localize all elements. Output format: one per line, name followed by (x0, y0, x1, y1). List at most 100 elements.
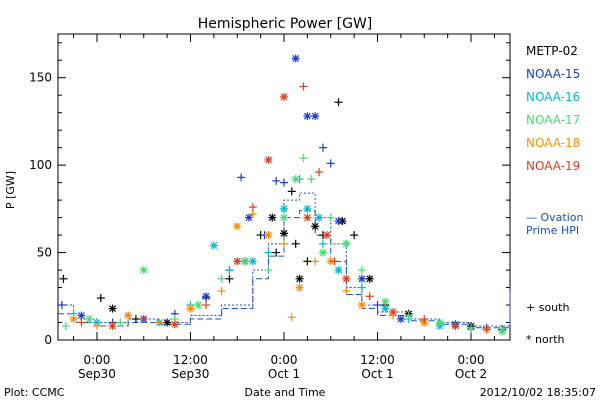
data-point (311, 222, 320, 231)
x-tick-time: 0:00 (83, 353, 110, 367)
data-point (108, 304, 117, 313)
ovation-hpi-lines (58, 192, 511, 329)
data-point (77, 311, 86, 320)
data-point (77, 318, 86, 327)
data-point (139, 266, 148, 275)
data-point (295, 283, 304, 292)
data-point (381, 297, 390, 306)
data-point (299, 82, 308, 91)
ovation-label-1: — Ovation (526, 211, 584, 224)
data-point (248, 210, 257, 219)
data-point (225, 266, 234, 275)
data-point (57, 301, 66, 310)
data-point (202, 301, 211, 310)
data-point (381, 304, 390, 313)
data-point (365, 274, 374, 283)
data-point (186, 304, 195, 313)
data-point (96, 294, 105, 303)
ovation-hpi-north (58, 192, 511, 327)
y-axis-label: P [GW] (4, 171, 17, 209)
data-point (264, 155, 273, 164)
x-tick-date: Oct 2 (455, 367, 487, 381)
data-point (318, 248, 327, 257)
data-point (435, 318, 444, 327)
legend-entry: NOAA-15 (526, 67, 580, 81)
data-point (467, 323, 476, 332)
data-point (291, 175, 300, 184)
footer-right: 2012/10/02 18:35:07 (480, 386, 596, 399)
legend-entry: METP-02 (526, 44, 578, 58)
data-point (264, 266, 273, 275)
chart-title: Hemispheric Power [GW] (198, 16, 373, 32)
data-point (244, 213, 253, 222)
data-point (318, 239, 327, 248)
data-point (139, 315, 148, 324)
data-point (268, 213, 277, 222)
footer-left: Plot: CCMC (4, 386, 65, 399)
legend-entry: NOAA-17 (526, 113, 580, 127)
data-point (303, 257, 312, 266)
data-point (350, 231, 359, 240)
data-point (334, 217, 343, 226)
data-point (248, 257, 257, 266)
y-tick-label: 50 (37, 246, 52, 260)
plot-frame (57, 33, 511, 341)
data-point (396, 315, 405, 324)
y-tick-label: 100 (29, 158, 52, 172)
data-point (315, 213, 324, 222)
data-point (202, 292, 211, 301)
data-point (217, 287, 226, 296)
data-point (365, 292, 374, 301)
data-point (209, 241, 218, 250)
data-point (272, 176, 281, 185)
data-point (373, 301, 382, 310)
data-point (280, 92, 288, 101)
data-point (69, 315, 78, 324)
data-point (342, 287, 351, 296)
data-point (280, 239, 288, 248)
ovation-label-2: Prime HPI (526, 224, 579, 237)
data-point (482, 325, 491, 334)
data-point (241, 257, 250, 266)
data-point (322, 231, 331, 240)
y-tick-label: 150 (29, 71, 52, 85)
data-point (59, 274, 68, 283)
legend-north: * north (526, 333, 565, 346)
data-point (116, 318, 125, 327)
x-tick-date: Sep30 (172, 367, 210, 381)
data-point (280, 213, 288, 222)
data-point (295, 274, 304, 283)
data-point (318, 143, 327, 152)
data-point (311, 257, 320, 266)
data-point (311, 112, 320, 121)
x-tick-time: 0:00 (458, 353, 485, 367)
data-point (303, 204, 312, 213)
data-point (451, 322, 460, 331)
data-point (299, 154, 308, 163)
data-point (420, 315, 429, 324)
data-point (307, 175, 316, 184)
data-point (272, 248, 281, 257)
data-point (287, 313, 296, 322)
data-point (163, 318, 172, 327)
x-tick-time: 0:00 (271, 353, 298, 367)
data-point (264, 231, 273, 240)
data-point (326, 159, 335, 168)
x-tick-date: Oct 1 (268, 367, 300, 381)
data-point (131, 315, 140, 324)
data-point (291, 54, 300, 63)
data-point (194, 301, 203, 310)
data-point (330, 257, 339, 266)
x-tick-time: 12:00 (360, 353, 395, 367)
legend-south: + south (526, 301, 569, 314)
x-tick-date: Sep30 (78, 367, 116, 381)
legend: METP-02 NOAA-15 NOAA-16 NOAA-17 NOAA-18 NOAA-… (526, 44, 580, 173)
data-points (57, 54, 507, 336)
data-point (264, 248, 273, 257)
data-point (357, 283, 366, 292)
data-point (155, 318, 164, 327)
data-point (280, 229, 288, 238)
data-point (237, 173, 246, 182)
legend-entry: NOAA-19 (526, 159, 580, 173)
